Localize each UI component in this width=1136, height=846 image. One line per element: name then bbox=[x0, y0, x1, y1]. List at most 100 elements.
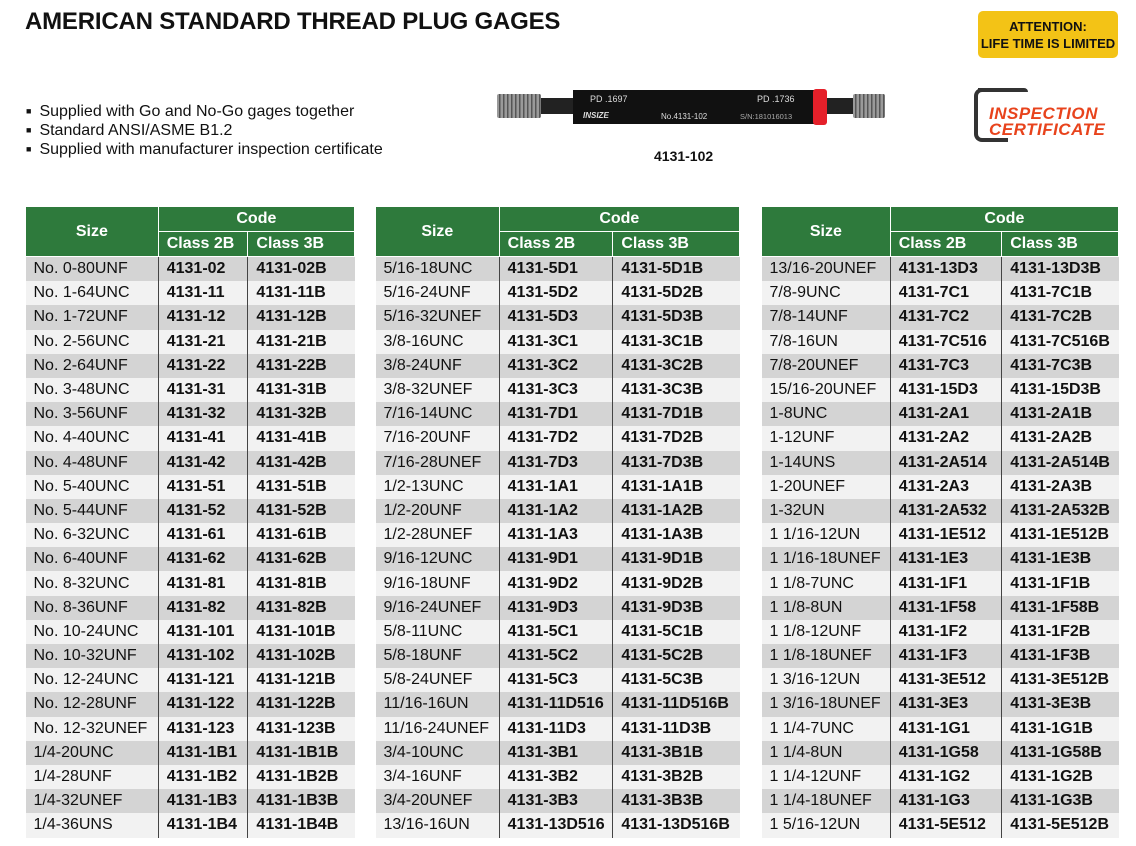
size-cell: 5/8-24UNEF bbox=[375, 668, 500, 693]
size-cell: 11/16-24UNEF bbox=[375, 716, 500, 741]
size-cell: No. 12-32UNEF bbox=[25, 716, 159, 741]
class-3b-code: 4131-2A532B bbox=[1001, 498, 1119, 524]
size-cell: 5/8-18UNF bbox=[375, 644, 500, 669]
size-cell: 1 1/8-18UNEF bbox=[761, 644, 891, 669]
class-2b-code: 4131-122 bbox=[157, 692, 248, 717]
class-3b-code: 4131-2A3B bbox=[1001, 474, 1119, 499]
class-3b-code: 4131-82B bbox=[247, 595, 355, 620]
size-cell: 9/16-24UNEF bbox=[375, 595, 500, 620]
table-row: 7/8-16UN 4131-7C516 4131-7C516B bbox=[761, 329, 1119, 354]
size-cell: 9/16-12UNC bbox=[375, 547, 500, 572]
class-3b-code: 4131-1F3B bbox=[1001, 644, 1119, 669]
size-cell: 7/16-20UNF bbox=[375, 426, 500, 451]
class-3b-code: 4131-11B bbox=[247, 281, 355, 306]
size-cell: 1 1/8-8UN bbox=[761, 595, 891, 620]
class-2b-code: 4131-2A2 bbox=[889, 426, 1002, 451]
size-cell: No. 5-40UNC bbox=[25, 474, 159, 499]
size-cell: 1 5/16-12UN bbox=[761, 813, 891, 838]
class-2b-code: 4131-1F3 bbox=[889, 644, 1002, 669]
size-cell: 3/8-32UNEF bbox=[375, 377, 500, 403]
class-2b-code: 4131-21 bbox=[157, 329, 248, 354]
class-3b-code: 4131-7D3B bbox=[612, 450, 740, 475]
table-row: No. 2-56UNC 4131-21 4131-21B bbox=[25, 329, 355, 354]
class-2b-code: 4131-1G3 bbox=[889, 789, 1002, 814]
class-3b-code: 4131-1F58B bbox=[1001, 595, 1119, 620]
class-2b-code: 4131-123 bbox=[157, 716, 248, 741]
class-2b-code: 4131-1G2 bbox=[889, 764, 1002, 790]
class-2b-code: 4131-2A1 bbox=[889, 402, 1002, 427]
table-row: 1 1/16-18UNEF 4131-1E3 4131-1E3B bbox=[761, 547, 1119, 572]
size-cell: 1-12UNF bbox=[761, 426, 891, 451]
size-cell: 5/8-11UNC bbox=[375, 619, 500, 644]
class-2b-code: 4131-1G1 bbox=[889, 716, 1002, 741]
class-2b-code: 4131-61 bbox=[157, 523, 248, 548]
table-row: No. 6-32UNC 4131-61 4131-61B bbox=[25, 523, 355, 548]
size-cell: 1 1/4-7UNC bbox=[761, 716, 891, 741]
class-2b-code: 4131-11D516 bbox=[498, 692, 613, 717]
table-row: No. 10-24UNC 4131-101 4131-101B bbox=[25, 619, 355, 644]
class-2b-code: 4131-3C3 bbox=[498, 377, 613, 403]
table-row: No. 8-32UNC 4131-81 4131-81B bbox=[25, 571, 355, 596]
size-cell: 1 1/4-18UNEF bbox=[761, 789, 891, 814]
size-cell: 5/16-24UNF bbox=[375, 281, 500, 306]
table-row: 1 1/8-12UNF 4131-1F2 4131-1F2B bbox=[761, 619, 1119, 644]
class-3b-code: 4131-2A514B bbox=[1001, 450, 1119, 475]
table-row: 1/2-20UNF 4131-1A2 4131-1A2B bbox=[375, 498, 740, 524]
size-cell: No. 8-32UNC bbox=[25, 571, 159, 596]
size-cell: No. 12-24UNC bbox=[25, 668, 159, 693]
table-row: 1/4-20UNC 4131-1B1 4131-1B1B bbox=[25, 740, 355, 765]
gage-table-3: Size Code Class 2B Class 3B 13/16-20UNEF 4131… bbox=[761, 206, 1120, 838]
size-cell: No. 12-28UNF bbox=[25, 692, 159, 717]
size-cell: 7/16-28UNEF bbox=[375, 450, 500, 475]
pd-go-label: PD .1697 bbox=[590, 94, 628, 104]
size-cell: 1/4-32UNEF bbox=[25, 789, 159, 814]
size-cell: 3/8-16UNC bbox=[375, 329, 500, 354]
class-3b-code: 4131-7D1B bbox=[612, 402, 740, 427]
class-3b-code: 4131-3C2B bbox=[612, 353, 740, 378]
class-2b-header: Class 2B bbox=[889, 231, 1003, 257]
class-3b-code: 4131-1G2B bbox=[1001, 764, 1119, 790]
table-row: 7/16-28UNEF 4131-7D3 4131-7D3B bbox=[375, 450, 740, 475]
table-row: 3/8-16UNC 4131-3C1 4131-3C1B bbox=[375, 329, 740, 354]
class-2b-code: 4131-5C3 bbox=[498, 668, 613, 693]
size-cell: No. 1-72UNF bbox=[25, 305, 159, 330]
class-3b-code: 4131-7D2B bbox=[612, 426, 740, 451]
table-row: 1/4-28UNF 4131-1B2 4131-1B2B bbox=[25, 764, 355, 790]
table-row: 1-12UNF 4131-2A2 4131-2A2B bbox=[761, 426, 1119, 451]
class-3b-code: 4131-42B bbox=[247, 450, 355, 475]
class-2b-code: 4131-32 bbox=[157, 402, 248, 427]
class-2b-code: 4131-82 bbox=[157, 595, 248, 620]
class-2b-code: 4131-1B3 bbox=[157, 789, 248, 814]
table-row: 7/16-14UNC 4131-7D1 4131-7D1B bbox=[375, 402, 740, 427]
plug-gage-image: PD .1697 PD .1736 INSIZE No.4131-102 S/N… bbox=[497, 89, 885, 125]
table-row: No. 2-64UNF 4131-22 4131-22B bbox=[25, 353, 355, 378]
gage-table-2: Size Code Class 2B Class 3B 5/16-18UNC 4131-5… bbox=[375, 206, 741, 838]
table-row: 1 1/4-12UNF 4131-1G2 4131-1G2B bbox=[761, 764, 1119, 790]
class-2b-code: 4131-121 bbox=[157, 668, 248, 693]
table-row: 1-14UNS 4131-2A514 4131-2A514B bbox=[761, 450, 1119, 475]
size-cell: 11/16-16UN bbox=[375, 692, 500, 717]
table-row: No. 4-40UNC 4131-41 4131-41B bbox=[25, 426, 355, 451]
size-cell: 1 1/16-12UN bbox=[761, 523, 891, 548]
class-3b-code: 4131-9D2B bbox=[612, 571, 740, 596]
size-cell: 1-14UNS bbox=[761, 450, 891, 475]
class-3b-code: 4131-1B2B bbox=[247, 764, 355, 790]
size-cell: 5/16-32UNEF bbox=[375, 305, 500, 330]
table-row: 13/16-20UNEF 4131-13D3 4131-13D3B bbox=[761, 256, 1119, 282]
class-3b-code: 4131-1G58B bbox=[1001, 740, 1119, 765]
size-cell: 1 1/16-18UNEF bbox=[761, 547, 891, 572]
certificate-line: CERTIFICATE bbox=[989, 120, 1106, 139]
class-2b-code: 4131-02 bbox=[157, 256, 248, 282]
class-3b-code: 4131-5D1B bbox=[612, 256, 740, 282]
size-header: Size bbox=[761, 206, 891, 257]
class-3b-code: 4131-13D3B bbox=[1001, 256, 1119, 282]
class-2b-code: 4131-3B3 bbox=[498, 789, 613, 814]
class-2b-code: 4131-13D516 bbox=[498, 813, 613, 838]
class-3b-code: 4131-1E3B bbox=[1001, 547, 1119, 572]
class-2b-code: 4131-1F1 bbox=[889, 571, 1002, 596]
size-cell: No. 6-40UNF bbox=[25, 547, 159, 572]
class-3b-code: 4131-3B2B bbox=[612, 764, 740, 790]
table-row: No. 0-80UNF 4131-02 4131-02B bbox=[25, 256, 355, 282]
table-row: 7/8-14UNF 4131-7C2 4131-7C2B bbox=[761, 305, 1119, 330]
class-2b-code: 4131-2A532 bbox=[889, 498, 1002, 524]
